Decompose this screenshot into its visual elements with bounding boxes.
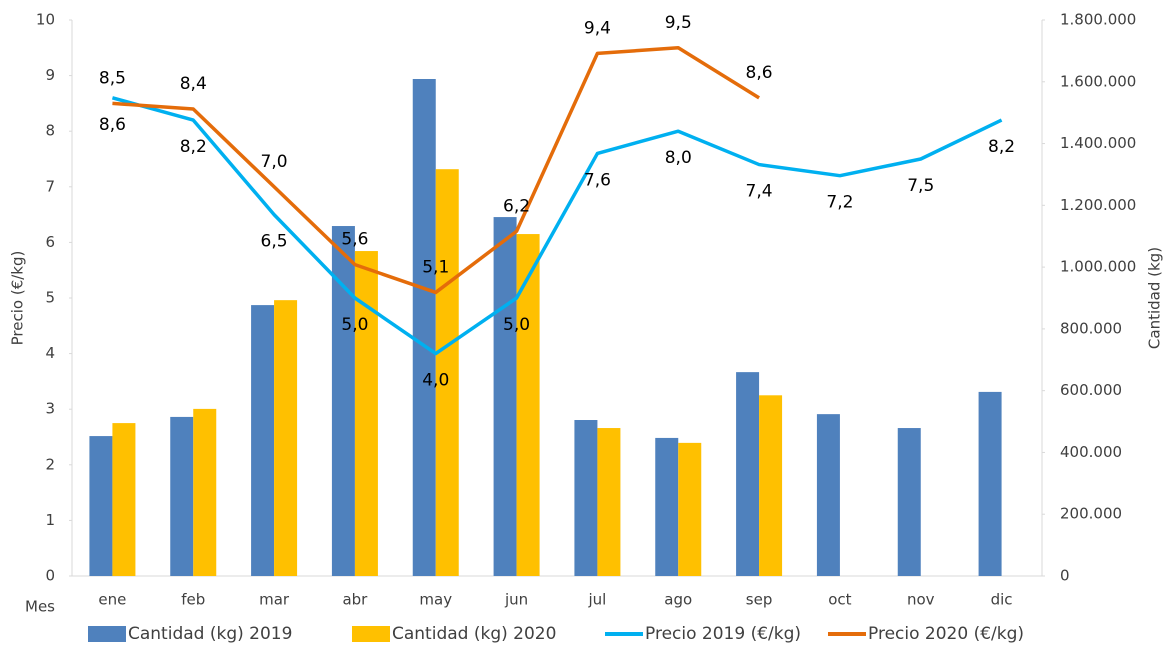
y-tick-label: 5	[45, 289, 55, 307]
data-label: 5,0	[503, 315, 530, 335]
bar	[597, 428, 621, 576]
data-label: 8,2	[180, 137, 207, 157]
y-tick-label: 9	[45, 66, 55, 84]
y2-tick-label: 400.000	[1060, 443, 1122, 461]
bar	[331, 226, 355, 577]
y-tick-label: 0	[45, 567, 55, 585]
bar	[170, 416, 194, 576]
y2-axis-title: Cantidad (kg)	[1146, 247, 1164, 349]
data-label: 6,5	[261, 232, 288, 252]
x-axis-title: Mes	[25, 598, 55, 616]
data-label: 9,5	[665, 13, 692, 33]
bar	[193, 408, 217, 576]
legend-label: Precio 2019 (€/kg)	[645, 624, 801, 644]
y2-tick-label: 800.000	[1060, 319, 1122, 337]
bar	[516, 234, 540, 576]
bar	[736, 372, 760, 576]
bar	[655, 437, 679, 576]
x-tick-label: feb	[181, 591, 205, 609]
y-tick-label: 4	[45, 344, 55, 362]
data-label: 8,6	[746, 63, 773, 83]
data-label: 5,6	[341, 230, 368, 250]
data-label: 8,0	[665, 148, 692, 168]
data-label: 6,2	[503, 196, 530, 216]
legend-swatch	[88, 626, 126, 642]
data-label: 8,6	[99, 115, 126, 135]
x-tick-label: ene	[98, 591, 126, 609]
bar	[251, 305, 275, 576]
y-tick-label: 6	[45, 233, 55, 251]
y-tick-label: 1	[45, 511, 55, 529]
line	[111, 96, 1003, 356]
y2-tick-label: 1.800.000	[1060, 11, 1136, 29]
data-label: 7,6	[584, 170, 611, 190]
y2-tick-label: 1.400.000	[1060, 134, 1136, 152]
x-tick-label: oct	[828, 591, 851, 609]
legend-swatch	[352, 626, 390, 642]
y2-tick-label: 1.200.000	[1060, 196, 1136, 214]
y-tick-label: 8	[45, 122, 55, 140]
bar	[274, 300, 298, 576]
bar	[354, 251, 378, 576]
bar	[493, 217, 517, 576]
y2-tick-label: 600.000	[1060, 381, 1122, 399]
bar	[112, 423, 136, 576]
data-label: 7,5	[907, 176, 934, 196]
data-label: 8,4	[180, 74, 207, 94]
y2-tick-label: 1.000.000	[1060, 258, 1136, 276]
bar	[412, 78, 436, 577]
x-tick-label: sep	[746, 591, 773, 609]
bar	[89, 436, 113, 576]
bar	[435, 169, 459, 576]
x-tick-label: abr	[342, 591, 368, 609]
legend-label: Cantidad (kg) 2020	[392, 624, 556, 644]
x-tick-label: jul	[587, 591, 606, 609]
data-label: 7,2	[826, 193, 853, 213]
data-label: 5,0	[341, 315, 368, 335]
data-label: 8,5	[99, 68, 126, 88]
data-label: 8,2	[988, 137, 1015, 157]
bar	[816, 414, 840, 576]
y2-tick-label: 0	[1060, 567, 1070, 585]
y-tick-label: 3	[45, 400, 55, 418]
y-tick-label: 7	[45, 177, 55, 195]
data-label: 7,4	[746, 182, 773, 202]
data-label: 5,1	[422, 257, 449, 277]
y-axis-title: Precio (€/kg)	[9, 251, 27, 346]
bar	[978, 391, 1002, 576]
x-tick-label: jun	[504, 591, 528, 609]
y-tick-label: 10	[36, 11, 55, 29]
x-tick-label: mar	[259, 591, 290, 609]
data-label: 4,0	[422, 371, 449, 391]
data-label: 9,4	[584, 18, 611, 38]
line	[112, 46, 761, 295]
bar	[759, 395, 783, 576]
data-label: 7,0	[261, 152, 288, 172]
y-tick-label: 2	[45, 455, 55, 473]
bar	[574, 420, 598, 576]
y2-tick-label: 1.600.000	[1060, 72, 1136, 90]
legend-label: Precio 2020 (€/kg)	[868, 624, 1024, 644]
x-tick-label: ago	[664, 591, 692, 609]
bar	[897, 428, 921, 576]
x-tick-label: nov	[907, 591, 935, 609]
x-tick-label: dic	[991, 591, 1013, 609]
bar	[678, 442, 702, 576]
y2-tick-label: 200.000	[1060, 505, 1122, 523]
legend-label: Cantidad (kg) 2019	[128, 624, 292, 644]
x-tick-label: may	[419, 591, 452, 609]
